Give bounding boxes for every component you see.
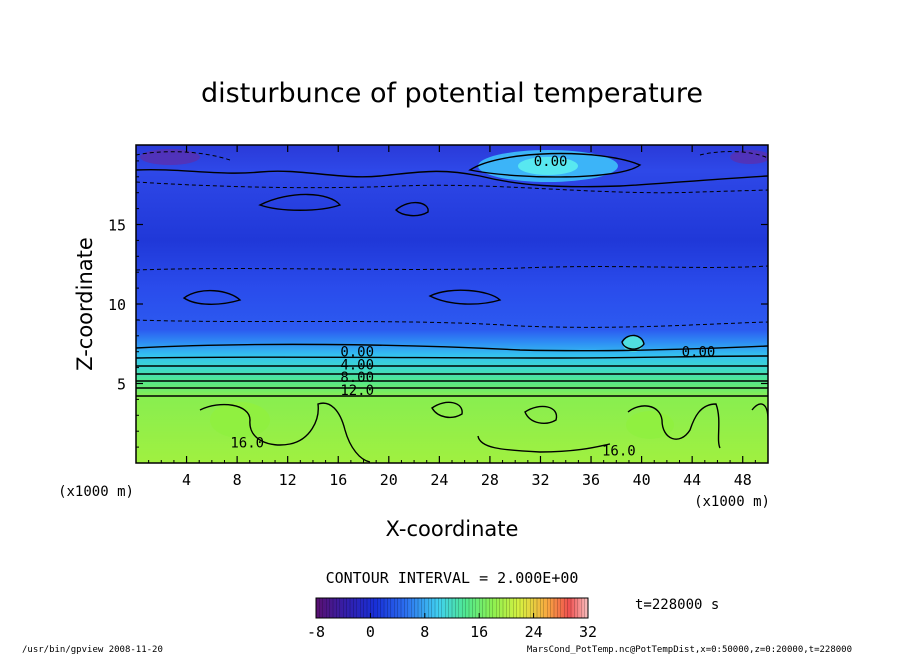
x-tick-label: 24 [430,471,448,489]
footer-left: /usr/bin/gpview 2008-11-20 [22,645,163,654]
y-axis-title: Z-coordinate [73,237,97,371]
colorbar-stripes [319,598,585,618]
dashed-2 [136,265,768,271]
contour-interval-label: CONTOUR INTERVAL = 2.000E+00 [326,569,579,587]
contour-spot [621,334,645,350]
lower-patch-1 [210,402,270,438]
x-tick-label: 4 [182,471,191,489]
x-tick-label: 20 [380,471,398,489]
cold-patch-left [140,149,200,165]
contour-label: 16.0 [602,443,636,459]
y-axis-ticks: 5 10 15 [108,160,768,448]
x-tick-label: 28 [481,471,499,489]
contour-upper [136,168,768,188]
dashed-4 [136,151,231,161]
colorbar-tick-label: 32 [579,623,597,641]
x-tick-label: 44 [683,471,701,489]
chart-title: disturbunce of potential temperature [201,78,703,109]
contour-lines [136,152,768,463]
cold-patch-right [730,150,768,164]
contour-label: 0.00 [340,345,374,361]
x-tick-label: 16 [329,471,347,489]
y-unit-label: (x1000 m) [58,484,134,500]
contour-0 [136,343,768,352]
contour-loop-c [182,289,242,305]
x-axis-ticks: 4 8 12 16 20 24 28 32 36 40 44 48 [148,145,756,489]
x-tick-label: 48 [734,471,752,489]
contour-loop-b [394,202,429,217]
time-label: t=228000 s [635,597,719,613]
contour-16-loop [431,401,463,419]
colorbar-ticks: -8 0 8 16 24 32 [307,613,597,641]
top-warm-core [518,157,578,175]
colorbar-tick-label: 24 [525,623,543,641]
contour-top-loop [468,152,642,178]
x-tick-label: 36 [582,471,600,489]
dashed-3 [136,319,768,328]
x-tick-label: 12 [279,471,297,489]
contour-loop-a [258,193,342,211]
contour-loop-d [428,289,502,305]
y-tick-label: 5 [117,376,126,394]
dashed-1 [136,181,768,194]
contour-label: 4.00 [340,357,374,373]
dashed-5 [699,151,768,159]
footer-right: MarsCond_PotTemp.nc@PotTempDist,x=0:5000… [527,645,852,654]
contour-label: 0.00 [682,345,716,361]
y-tick-label: 10 [108,296,126,314]
x-tick-label: 8 [233,471,242,489]
colorbar-tick-label: 16 [470,623,488,641]
contour-16-far [627,403,721,449]
contour-label: 12.0 [340,383,374,399]
colorbar-tick-label: -8 [307,623,325,641]
contour-16-loop-b [524,405,558,424]
contour-16-right [477,435,611,453]
contour-2 [136,355,768,359]
x-unit-label: (x1000 m) [694,494,770,510]
x-axis-title: X-coordinate [386,517,519,541]
contour-label: 8.00 [340,370,374,386]
y-tick-label: 15 [108,217,126,235]
x-tick-label: 40 [633,471,651,489]
colorbar-tick-label: 8 [420,623,429,641]
contour-16-left [199,402,371,463]
contour-label: 0.00 [534,154,568,170]
x-tick-label: 32 [531,471,549,489]
colorbar-tick-label: 0 [366,623,375,641]
dashed-contours [136,151,768,328]
contour-label: 16.0 [230,435,264,451]
